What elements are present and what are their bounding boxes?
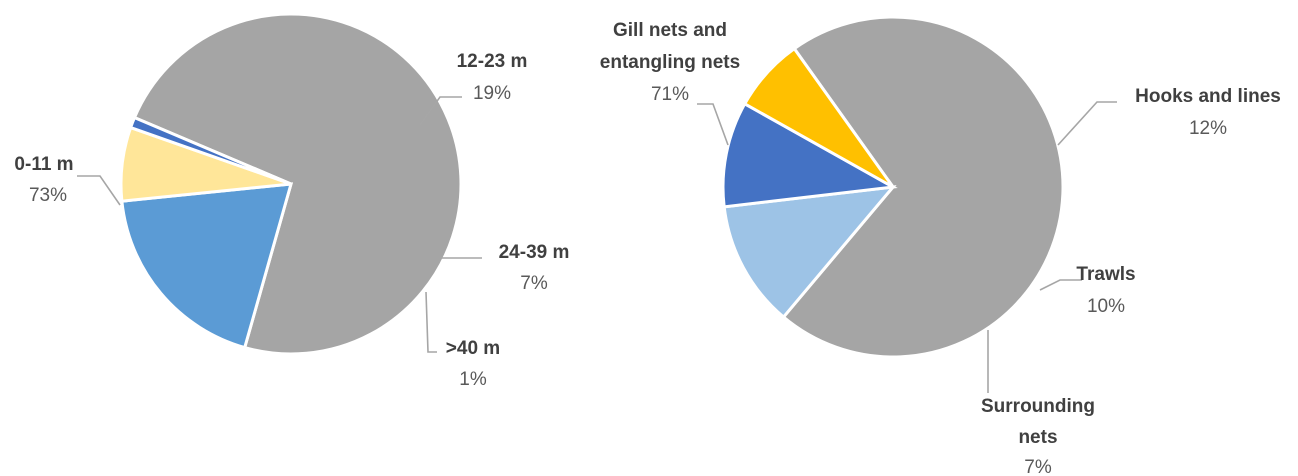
slice-value-40m: 1% <box>459 369 487 390</box>
label-24-39m: 24-39 m 7% <box>499 242 570 294</box>
vessel-slice-12-23-m <box>120 182 294 350</box>
leader-line-hooks <box>1057 101 1117 146</box>
slice-label-trawls: Trawls <box>1076 264 1135 285</box>
label-0-11m: 0-11 m 73% <box>14 154 73 206</box>
vessel-slice-40-m <box>128 115 292 186</box>
slice-value-hooks: 12% <box>1189 118 1227 139</box>
gear-slice-trawls <box>721 101 898 209</box>
slice-label-0-11m: 0-11 m <box>14 154 73 175</box>
slice-label-gill-nets-line2: entangling nets <box>600 52 740 73</box>
slice-label-12-23m: 12-23 m <box>457 51 528 72</box>
vessel-length-pie <box>119 12 463 356</box>
leader-line-gill-nets <box>697 103 729 146</box>
gear-slice-gill-nets-and-entangling-nets <box>781 15 1065 359</box>
leader-line-trawls <box>1039 279 1082 291</box>
slice-value-24-39m: 7% <box>520 273 548 294</box>
slice-label-gill-nets-line1: Gill nets and <box>613 20 727 41</box>
slice-value-12-23m: 19% <box>473 83 511 104</box>
gear-type-pie <box>721 15 1065 359</box>
vessel-slice-0-11-m <box>132 12 463 356</box>
slice-value-0-11m: 73% <box>29 185 67 206</box>
slice-label-40m: >40 m <box>446 338 500 359</box>
slice-value-trawls: 10% <box>1087 296 1125 317</box>
gear-slice-hooks-and-lines <box>722 185 897 320</box>
slice-label-24-39m: 24-39 m <box>499 242 570 263</box>
label-hooks: Hooks and lines 12% <box>1135 86 1281 139</box>
leader-line-40m <box>425 291 437 353</box>
slice-label-surrounding-line2: nets <box>1018 427 1057 448</box>
gear-slice-surrounding-nets <box>742 46 895 189</box>
label-trawls: Trawls 10% <box>1076 264 1135 317</box>
label-40m: >40 m 1% <box>446 338 500 390</box>
slice-value-surrounding: 7% <box>1024 457 1052 476</box>
label-12-23m: 12-23 m 19% <box>457 51 528 104</box>
slice-value-gill-nets: 71% <box>651 84 689 105</box>
leader-line-12-23m <box>419 96 462 126</box>
leader-line-0-11m <box>77 175 121 206</box>
slice-label-hooks: Hooks and lines <box>1135 86 1281 107</box>
label-surrounding: Surrounding nets 7% <box>981 396 1095 476</box>
slice-label-surrounding-line1: Surrounding <box>981 396 1095 417</box>
label-gill-nets: Gill nets and entangling nets 71% <box>600 20 740 105</box>
